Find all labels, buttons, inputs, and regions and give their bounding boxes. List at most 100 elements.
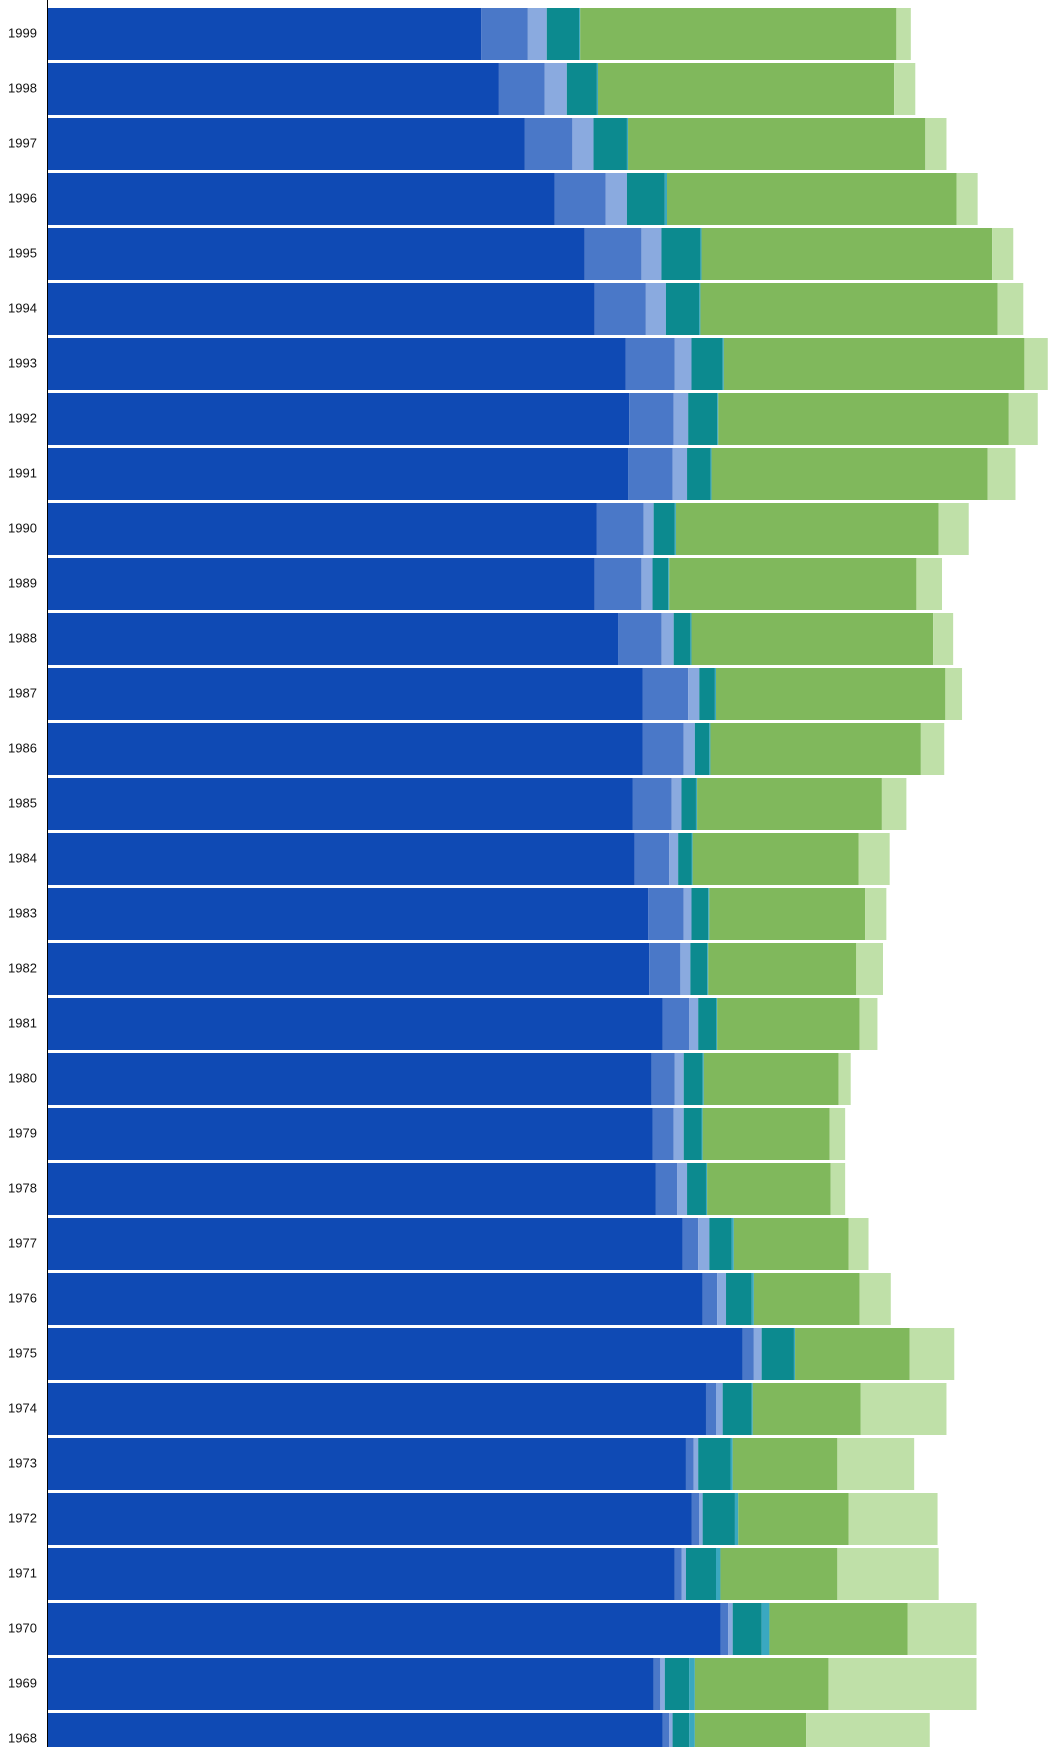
bar-segment	[907, 1603, 977, 1655]
bar-segment	[716, 668, 946, 720]
bar-segment	[731, 1218, 734, 1270]
y-tick-label: 1991	[8, 465, 37, 480]
bar-segment	[793, 1328, 796, 1380]
y-tick-label: 1988	[8, 630, 37, 645]
bar-segment	[48, 1548, 675, 1600]
bar-segment	[48, 393, 630, 445]
bar-segment	[641, 558, 653, 610]
bar-segment	[681, 778, 696, 830]
bar-segment	[699, 1493, 703, 1545]
bar-segment	[554, 173, 606, 225]
bar-segment	[700, 228, 702, 280]
bar-segment	[48, 1493, 692, 1545]
bar-segment	[649, 943, 681, 995]
bar-segment	[688, 668, 700, 720]
bar-segment	[618, 613, 662, 665]
bar-segment	[751, 1383, 753, 1435]
bar-segment	[682, 1218, 699, 1270]
bar-segment	[48, 63, 499, 115]
bar-segment	[48, 778, 633, 830]
bar-segment	[728, 1603, 733, 1655]
bar-segment	[708, 888, 710, 940]
bar-segment	[751, 1273, 754, 1325]
bar-segment	[730, 1438, 733, 1490]
bar-segment	[669, 1713, 673, 1752]
bar-segment	[698, 998, 716, 1050]
bar-segment	[692, 833, 859, 885]
bar-segment	[642, 668, 689, 720]
bar-segment	[48, 448, 629, 500]
bar-segment	[806, 1713, 930, 1752]
bar-segment	[680, 943, 691, 995]
bar-segment	[673, 393, 689, 445]
y-tick-label: 1990	[8, 520, 37, 535]
bar-segment	[859, 1273, 891, 1325]
bar-segment	[48, 833, 635, 885]
bar-segment	[718, 393, 1009, 445]
bar-segment	[707, 943, 709, 995]
y-tick-label: 1983	[8, 905, 37, 920]
y-tick-label: 1989	[8, 575, 37, 590]
bar-segment	[694, 723, 710, 775]
bar-segment	[859, 998, 878, 1050]
bar-segment	[720, 1548, 838, 1600]
bar-segment	[752, 1383, 861, 1435]
bar-segment	[881, 778, 907, 830]
bar-segment	[734, 1493, 739, 1545]
y-tick-label: 1997	[8, 135, 37, 150]
y-tick-label: 1976	[8, 1290, 37, 1305]
bar-segment	[920, 723, 945, 775]
bar-segment	[690, 613, 692, 665]
bar-segment	[691, 1493, 700, 1545]
bar-segment	[48, 503, 597, 555]
bar-segment	[48, 283, 595, 335]
bar-segment	[956, 173, 978, 225]
bar-segment	[681, 1548, 686, 1600]
bar-segment	[683, 1108, 702, 1160]
bar-segment	[714, 668, 716, 720]
y-tick-label: 1968	[8, 1730, 37, 1745]
bar-segment	[732, 1438, 838, 1490]
bar-segment	[700, 283, 998, 335]
bar-segment	[722, 338, 724, 390]
bar-segment	[848, 1218, 869, 1270]
bar-segment	[838, 1053, 851, 1105]
bar-segment	[597, 63, 895, 115]
bar-segment	[716, 1548, 721, 1600]
bar-segment	[987, 448, 1016, 500]
bar-segment	[689, 998, 699, 1050]
bar-segment	[698, 1438, 731, 1490]
bar-segment	[691, 833, 693, 885]
bar-segment	[1024, 338, 1048, 390]
bar-segment	[709, 888, 866, 940]
bar-segment	[732, 1603, 762, 1655]
bar-segment	[753, 1328, 762, 1380]
bar-segment	[677, 1163, 688, 1215]
bar-segment	[697, 778, 882, 830]
bar-segment	[48, 888, 649, 940]
y-tick-label: 1974	[8, 1400, 37, 1415]
bar-segment	[661, 613, 674, 665]
bar-segment	[688, 393, 718, 445]
bar-segment	[691, 338, 723, 390]
bar-segment	[717, 998, 860, 1050]
bar-segment	[546, 8, 580, 60]
y-tick-label: 1979	[8, 1125, 37, 1140]
bar-segment	[694, 1713, 807, 1752]
bar-segment	[945, 668, 963, 720]
y-tick-label: 1980	[8, 1070, 37, 1085]
bar-segment	[48, 228, 585, 280]
bar-segment	[687, 448, 711, 500]
bar-segment	[648, 888, 684, 940]
y-tick-label: 1996	[8, 190, 37, 205]
bar-segment	[527, 8, 547, 60]
bar-segment	[48, 558, 595, 610]
bar-segment	[828, 1658, 977, 1710]
bar-segment	[544, 63, 567, 115]
bar-segment	[860, 1383, 947, 1435]
bar-segment	[795, 1328, 910, 1380]
y-tick-label: 1981	[8, 1015, 37, 1030]
bar-segment	[672, 448, 688, 500]
bar-segment	[48, 173, 555, 225]
bar-segment	[753, 1273, 860, 1325]
